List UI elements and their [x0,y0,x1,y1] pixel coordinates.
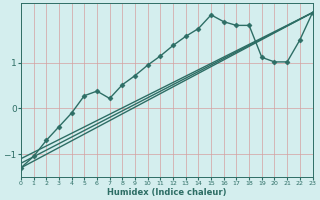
X-axis label: Humidex (Indice chaleur): Humidex (Indice chaleur) [107,188,227,197]
